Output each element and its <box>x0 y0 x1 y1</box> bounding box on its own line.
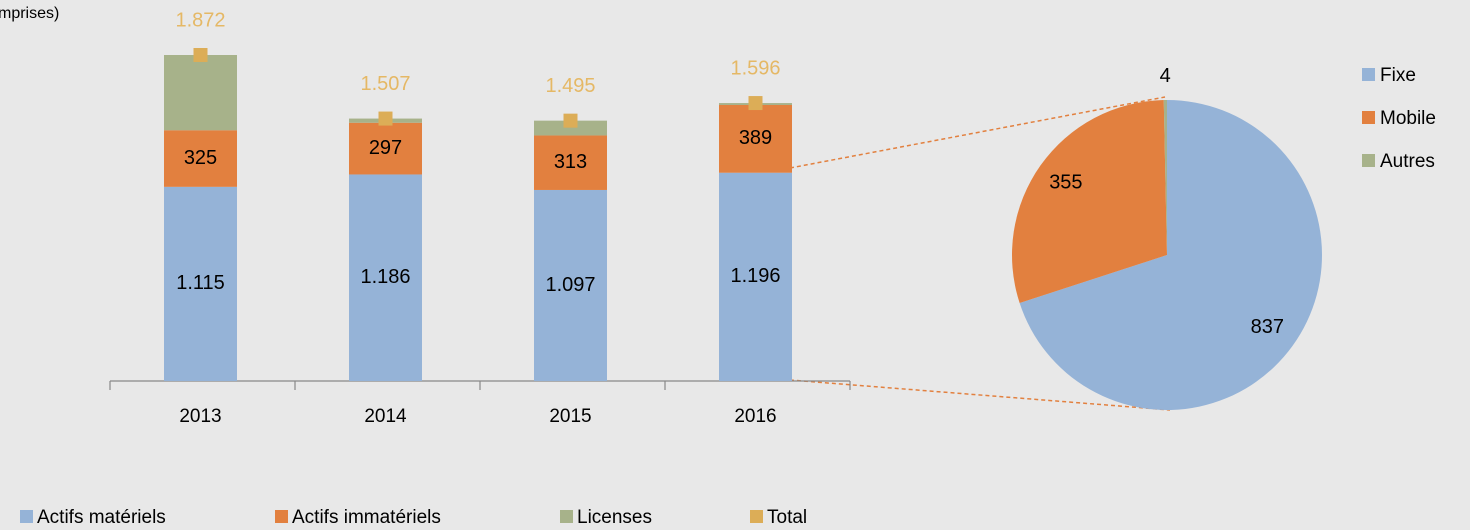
pie-slice <box>1012 100 1167 304</box>
total-marker <box>378 111 393 126</box>
data-label: 1.196 <box>730 265 780 287</box>
bar-segment <box>164 130 237 187</box>
x-tick-label: 2016 <box>734 406 776 427</box>
chart-title: mprises) <box>0 5 59 22</box>
pie-slice <box>1019 100 1323 410</box>
connector-line <box>789 96 1166 169</box>
bar-segment <box>719 104 792 173</box>
legend-swatch <box>750 510 763 523</box>
data-label: 355 <box>1049 172 1082 194</box>
bar-segment <box>534 135 607 190</box>
total-label: 1.596 <box>730 57 780 79</box>
bar-segment <box>534 120 607 136</box>
bar-segment <box>534 189 607 381</box>
data-label: 4 <box>1160 65 1171 87</box>
total-marker <box>748 96 763 111</box>
bar-segment <box>164 186 237 381</box>
legend-label: Fixe <box>1380 65 1416 86</box>
data-label: 1.186 <box>360 266 410 288</box>
total-label: 1.507 <box>360 73 410 95</box>
legend-swatch <box>1362 154 1375 167</box>
legend-label: Actifs matériels <box>37 507 166 528</box>
connector-line <box>789 379 1171 411</box>
data-label: 389 <box>739 127 772 149</box>
total-marker <box>193 48 208 62</box>
bar-segment <box>719 172 792 381</box>
data-label: 837 <box>1251 316 1284 338</box>
legend-label: Total <box>767 507 807 528</box>
legend-swatch <box>275 510 288 523</box>
legend-label: Licenses <box>577 507 652 528</box>
total-label: 1.495 <box>545 75 595 97</box>
bar-segment <box>164 55 237 131</box>
bar-segment <box>349 122 422 175</box>
x-tick-label: 2013 <box>179 406 221 427</box>
legend-label: Autres <box>1380 151 1435 172</box>
data-label: 313 <box>554 151 587 173</box>
legend-swatch <box>20 510 33 523</box>
data-label: 1.097 <box>545 274 595 296</box>
data-label: 1.115 <box>176 272 225 294</box>
legend-swatch <box>1362 111 1375 124</box>
legend-swatch <box>560 510 573 523</box>
x-tick-label: 2014 <box>364 406 407 427</box>
data-label: 325 <box>184 147 217 169</box>
legend-swatch <box>1362 68 1375 81</box>
legend-label: Actifs immatériels <box>292 507 441 528</box>
pie-slice <box>1163 100 1167 255</box>
total-marker <box>563 113 578 128</box>
x-tick-label: 2015 <box>549 406 591 427</box>
data-label: 297 <box>369 137 402 159</box>
bar-segment <box>349 174 422 381</box>
total-label: 1.872 <box>175 9 225 31</box>
legend-label: Mobile <box>1380 108 1436 129</box>
